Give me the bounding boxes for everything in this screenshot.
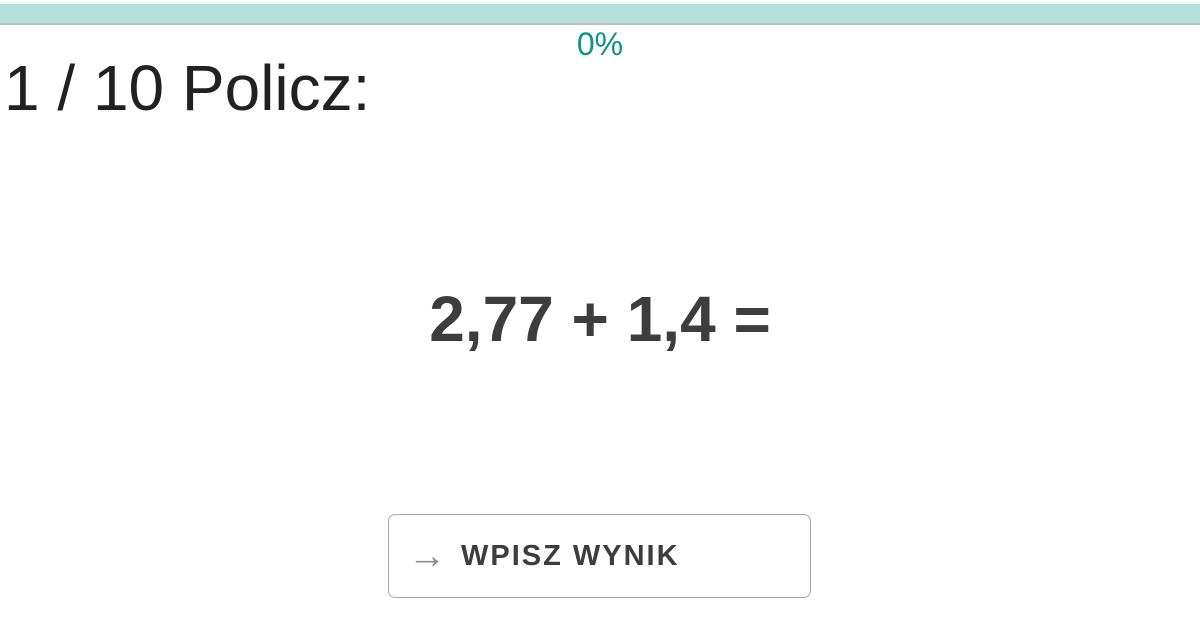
right-arrow-icon: →: [408, 535, 446, 577]
math-expression: 2,77 + 1,4 =: [429, 283, 771, 355]
answer-button[interactable]: → WPISZ WYNIK: [388, 514, 811, 598]
answer-button-label: WPISZ WYNIK: [461, 539, 680, 572]
progress-bar: [0, 0, 1200, 25]
question-prompt: Policz:: [181, 52, 371, 124]
question-heading: 1 / 10 Policz:: [4, 56, 370, 120]
question-counter: 1 / 10: [4, 52, 165, 124]
progress-percent-label: 0%: [576, 26, 624, 62]
